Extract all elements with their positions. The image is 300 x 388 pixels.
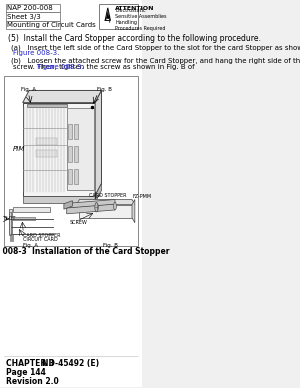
Text: SCREW: SCREW xyxy=(70,220,87,225)
Bar xyxy=(6,4,60,12)
Text: (5)  Install the Card Stopper according to the following procedure.: (5) Install the Card Stopper according t… xyxy=(8,34,261,43)
Text: Figure 008-3.: Figure 008-3. xyxy=(35,64,83,69)
Bar xyxy=(8,212,11,235)
Bar xyxy=(68,123,72,139)
Text: Sheet 3/3: Sheet 3/3 xyxy=(8,14,41,20)
Text: Mounting of Circuit Cards: Mounting of Circuit Cards xyxy=(8,22,96,28)
Text: (a)   Insert the left side of the Card Stopper to the slot for the card Stopper : (a) Insert the left side of the Card Sto… xyxy=(11,44,300,51)
Bar xyxy=(74,168,78,184)
Circle shape xyxy=(113,202,116,210)
Bar xyxy=(74,146,78,161)
Text: Electrostatic
Sensitive Assemblies
Handling
Procedures Required: Electrostatic Sensitive Assemblies Handl… xyxy=(116,8,167,31)
Bar xyxy=(4,76,138,246)
Text: NAP 200-008: NAP 200-008 xyxy=(8,5,53,11)
Polygon shape xyxy=(95,184,101,203)
Text: ND-45492 (E): ND-45492 (E) xyxy=(42,359,100,369)
Polygon shape xyxy=(67,199,115,208)
Polygon shape xyxy=(67,204,115,214)
Text: CIRCUIT CARD: CIRCUIT CARD xyxy=(23,237,58,242)
Bar xyxy=(6,21,60,29)
Bar xyxy=(67,109,94,190)
Text: Fig. A: Fig. A xyxy=(23,244,38,248)
Text: Fig. A: Fig. A xyxy=(21,87,36,92)
Polygon shape xyxy=(23,90,101,103)
Polygon shape xyxy=(76,199,135,204)
Bar xyxy=(11,217,35,220)
Bar xyxy=(23,196,95,203)
Bar xyxy=(36,150,58,157)
Bar xyxy=(36,138,58,145)
Bar xyxy=(74,123,78,139)
Polygon shape xyxy=(106,12,109,18)
Text: SLOT: SLOT xyxy=(4,217,16,222)
Bar xyxy=(9,209,12,233)
Text: CHAPTER 3: CHAPTER 3 xyxy=(6,359,54,369)
Text: Figure 008-3.: Figure 008-3. xyxy=(14,50,60,57)
Bar xyxy=(23,103,95,196)
Polygon shape xyxy=(64,201,72,209)
Circle shape xyxy=(95,203,98,212)
Text: CARD STOPPER: CARD STOPPER xyxy=(23,233,61,237)
Bar xyxy=(10,234,11,241)
Text: screw. Then, tighten the screw as shown in Fig. B of: screw. Then, tighten the screw as shown … xyxy=(14,64,195,69)
Polygon shape xyxy=(132,199,135,223)
Text: ATTENTION: ATTENTION xyxy=(116,6,155,11)
Bar xyxy=(68,168,72,184)
Text: Page 144: Page 144 xyxy=(6,368,46,377)
Bar xyxy=(99,4,138,29)
Bar xyxy=(6,12,60,21)
Polygon shape xyxy=(80,204,132,218)
Text: Revision 2.0: Revision 2.0 xyxy=(6,376,59,386)
Text: Figure 008-3  Installation of the Card Stopper: Figure 008-3 Installation of the Card St… xyxy=(0,246,170,256)
Polygon shape xyxy=(95,90,101,196)
Bar xyxy=(27,104,67,107)
Text: FZ-PMM: FZ-PMM xyxy=(132,194,151,199)
Bar xyxy=(14,207,50,212)
Text: (b)   Loosen the attached screw for the Card Stopper, and hang the right side of: (b) Loosen the attached screw for the Ca… xyxy=(11,57,300,64)
Bar xyxy=(12,234,13,241)
Text: Fig. B: Fig. B xyxy=(97,87,111,92)
Text: PIM: PIM xyxy=(13,146,25,152)
Text: CARD STOPPER: CARD STOPPER xyxy=(89,193,127,198)
Bar xyxy=(68,146,72,161)
Text: Fig. B: Fig. B xyxy=(103,244,118,248)
